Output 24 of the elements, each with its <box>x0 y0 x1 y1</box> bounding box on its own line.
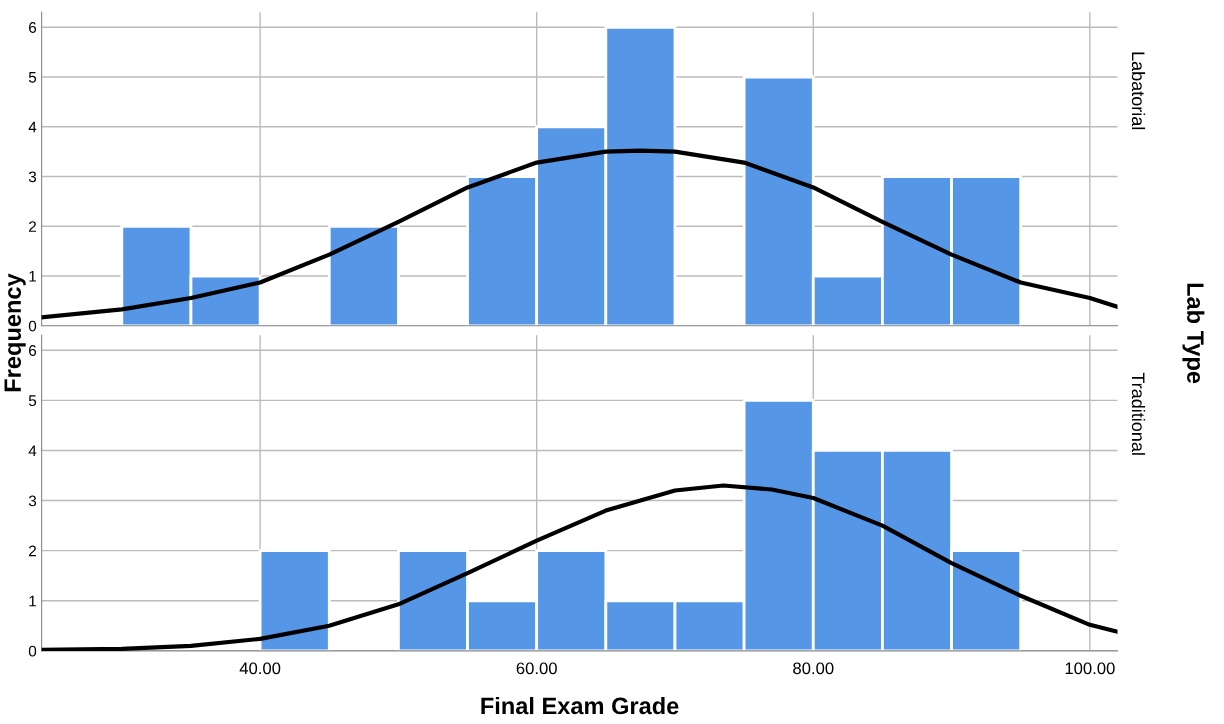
y-tick-label: 0 <box>28 645 37 657</box>
x-tick-label: 100.00 <box>1065 662 1115 675</box>
y-tick-label: 0 <box>28 320 37 332</box>
y-tick-label: 3 <box>28 495 37 507</box>
x-tick-label: 60.00 <box>516 662 557 675</box>
y-tick-label: 4 <box>28 445 37 456</box>
y-tick-label: 2 <box>29 221 36 232</box>
y-tick-label: 6 <box>29 345 37 356</box>
y-tick-label: 5 <box>28 395 37 407</box>
x-axis-title: Final Exam Grade <box>481 696 679 715</box>
y-tick-label: 3 <box>28 171 37 183</box>
y-tick-label: 2 <box>29 545 36 557</box>
y-tick-label: 1 <box>29 595 37 607</box>
y-tick-label: 5 <box>28 72 37 83</box>
x-tick-label: 80.00 <box>793 662 834 675</box>
text: Lab Type <box>1182 283 1205 384</box>
y2-axis-title: Labatorial <box>1131 52 1146 130</box>
y-tick-label: 1 <box>29 271 37 282</box>
y-tick-label: 6 <box>29 22 37 33</box>
x-tick-label: 40.00 <box>239 662 281 675</box>
y2-axis-title: Traditional <box>1131 372 1146 455</box>
y-tick-label: 4 <box>28 121 37 133</box>
line-series <box>41 148 1118 320</box>
y-axis-title: Frequency <box>4 273 26 392</box>
